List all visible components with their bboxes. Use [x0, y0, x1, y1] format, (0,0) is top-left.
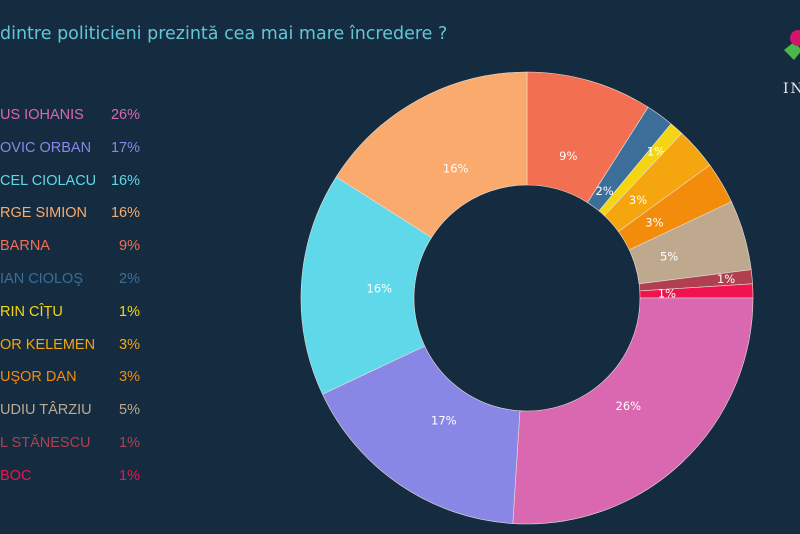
legend-value: 17%: [110, 139, 140, 156]
legend-label: L STĂNESCU: [0, 435, 91, 451]
legend-item: OVIC ORBAN 17%: [0, 140, 140, 158]
legend-label: BOC: [0, 467, 32, 484]
legend-label: OVIC ORBAN: [0, 139, 92, 156]
legend-value: 1%: [119, 303, 140, 320]
slice-label: 1%: [717, 272, 735, 286]
legend-item: L STĂNESCU 1%: [0, 435, 140, 453]
slice-label: 26%: [616, 399, 642, 413]
legend-label: RIN CÎȚU: [0, 303, 63, 320]
legend-value: 16%: [110, 172, 140, 189]
legend-item: IAN CIOLOŞ 2%: [0, 271, 140, 289]
legend-item: UDIU TÂRZIU 5%: [0, 402, 140, 420]
legend-value: 26%: [110, 107, 140, 123]
slice-label: 5%: [660, 250, 678, 264]
legend-label: CEL CIOLACU: [0, 172, 97, 189]
legend-item: RIN CÎȚU 1%: [0, 304, 140, 322]
legend-value: 16%: [110, 205, 140, 222]
legend-item: BOC 1%: [0, 468, 140, 486]
legend-item: US IOHANIS 26%: [0, 107, 140, 125]
pie-slice: [512, 297, 754, 525]
legend-item: CEL CIOLACU 16%: [0, 173, 140, 191]
legend-item: UŞOR DAN 3%: [0, 369, 140, 387]
legend-value: 3%: [119, 369, 140, 386]
legend-item: RGE SIMION 16%: [0, 205, 140, 223]
slice-label: 16%: [367, 282, 393, 296]
legend-value: 9%: [119, 238, 140, 255]
pie-slice: [335, 71, 528, 238]
slice-label: 3%: [629, 193, 647, 207]
pie-slice: [300, 176, 433, 395]
chart-title: dintre politicieni prezintă cea mai mare…: [0, 24, 448, 44]
slice-label: 1%: [658, 287, 676, 301]
slice-label: 9%: [559, 149, 577, 163]
legend-label: IAN CIOLOŞ: [0, 271, 83, 287]
slice-label: 16%: [443, 161, 469, 175]
logo-text: IN: [783, 81, 800, 97]
slice-label: 2%: [595, 184, 613, 198]
pie-slice: [322, 345, 521, 524]
slice-label: 17%: [431, 413, 457, 427]
slice-label: 3%: [645, 216, 663, 230]
logo-icon: [784, 30, 800, 60]
legend-label: RGE SIMION: [0, 205, 88, 222]
legend-value: 2%: [119, 271, 140, 287]
legend-value: 3%: [119, 336, 140, 353]
slice-label: 1%: [647, 145, 665, 159]
legend-label: US IOHANIS: [0, 107, 84, 123]
legend-label: OR KELEMEN: [0, 336, 96, 353]
legend-value: 1%: [119, 467, 140, 484]
legend-label: UDIU TÂRZIU: [0, 402, 92, 419]
legend-item: OR KELEMEN 3%: [0, 337, 140, 355]
legend-item: BARNA 9%: [0, 238, 140, 256]
legend-label: BARNA: [0, 238, 50, 255]
legend-label: UŞOR DAN: [0, 369, 77, 386]
legend-value: 5%: [119, 402, 140, 419]
legend-value: 1%: [119, 435, 140, 451]
